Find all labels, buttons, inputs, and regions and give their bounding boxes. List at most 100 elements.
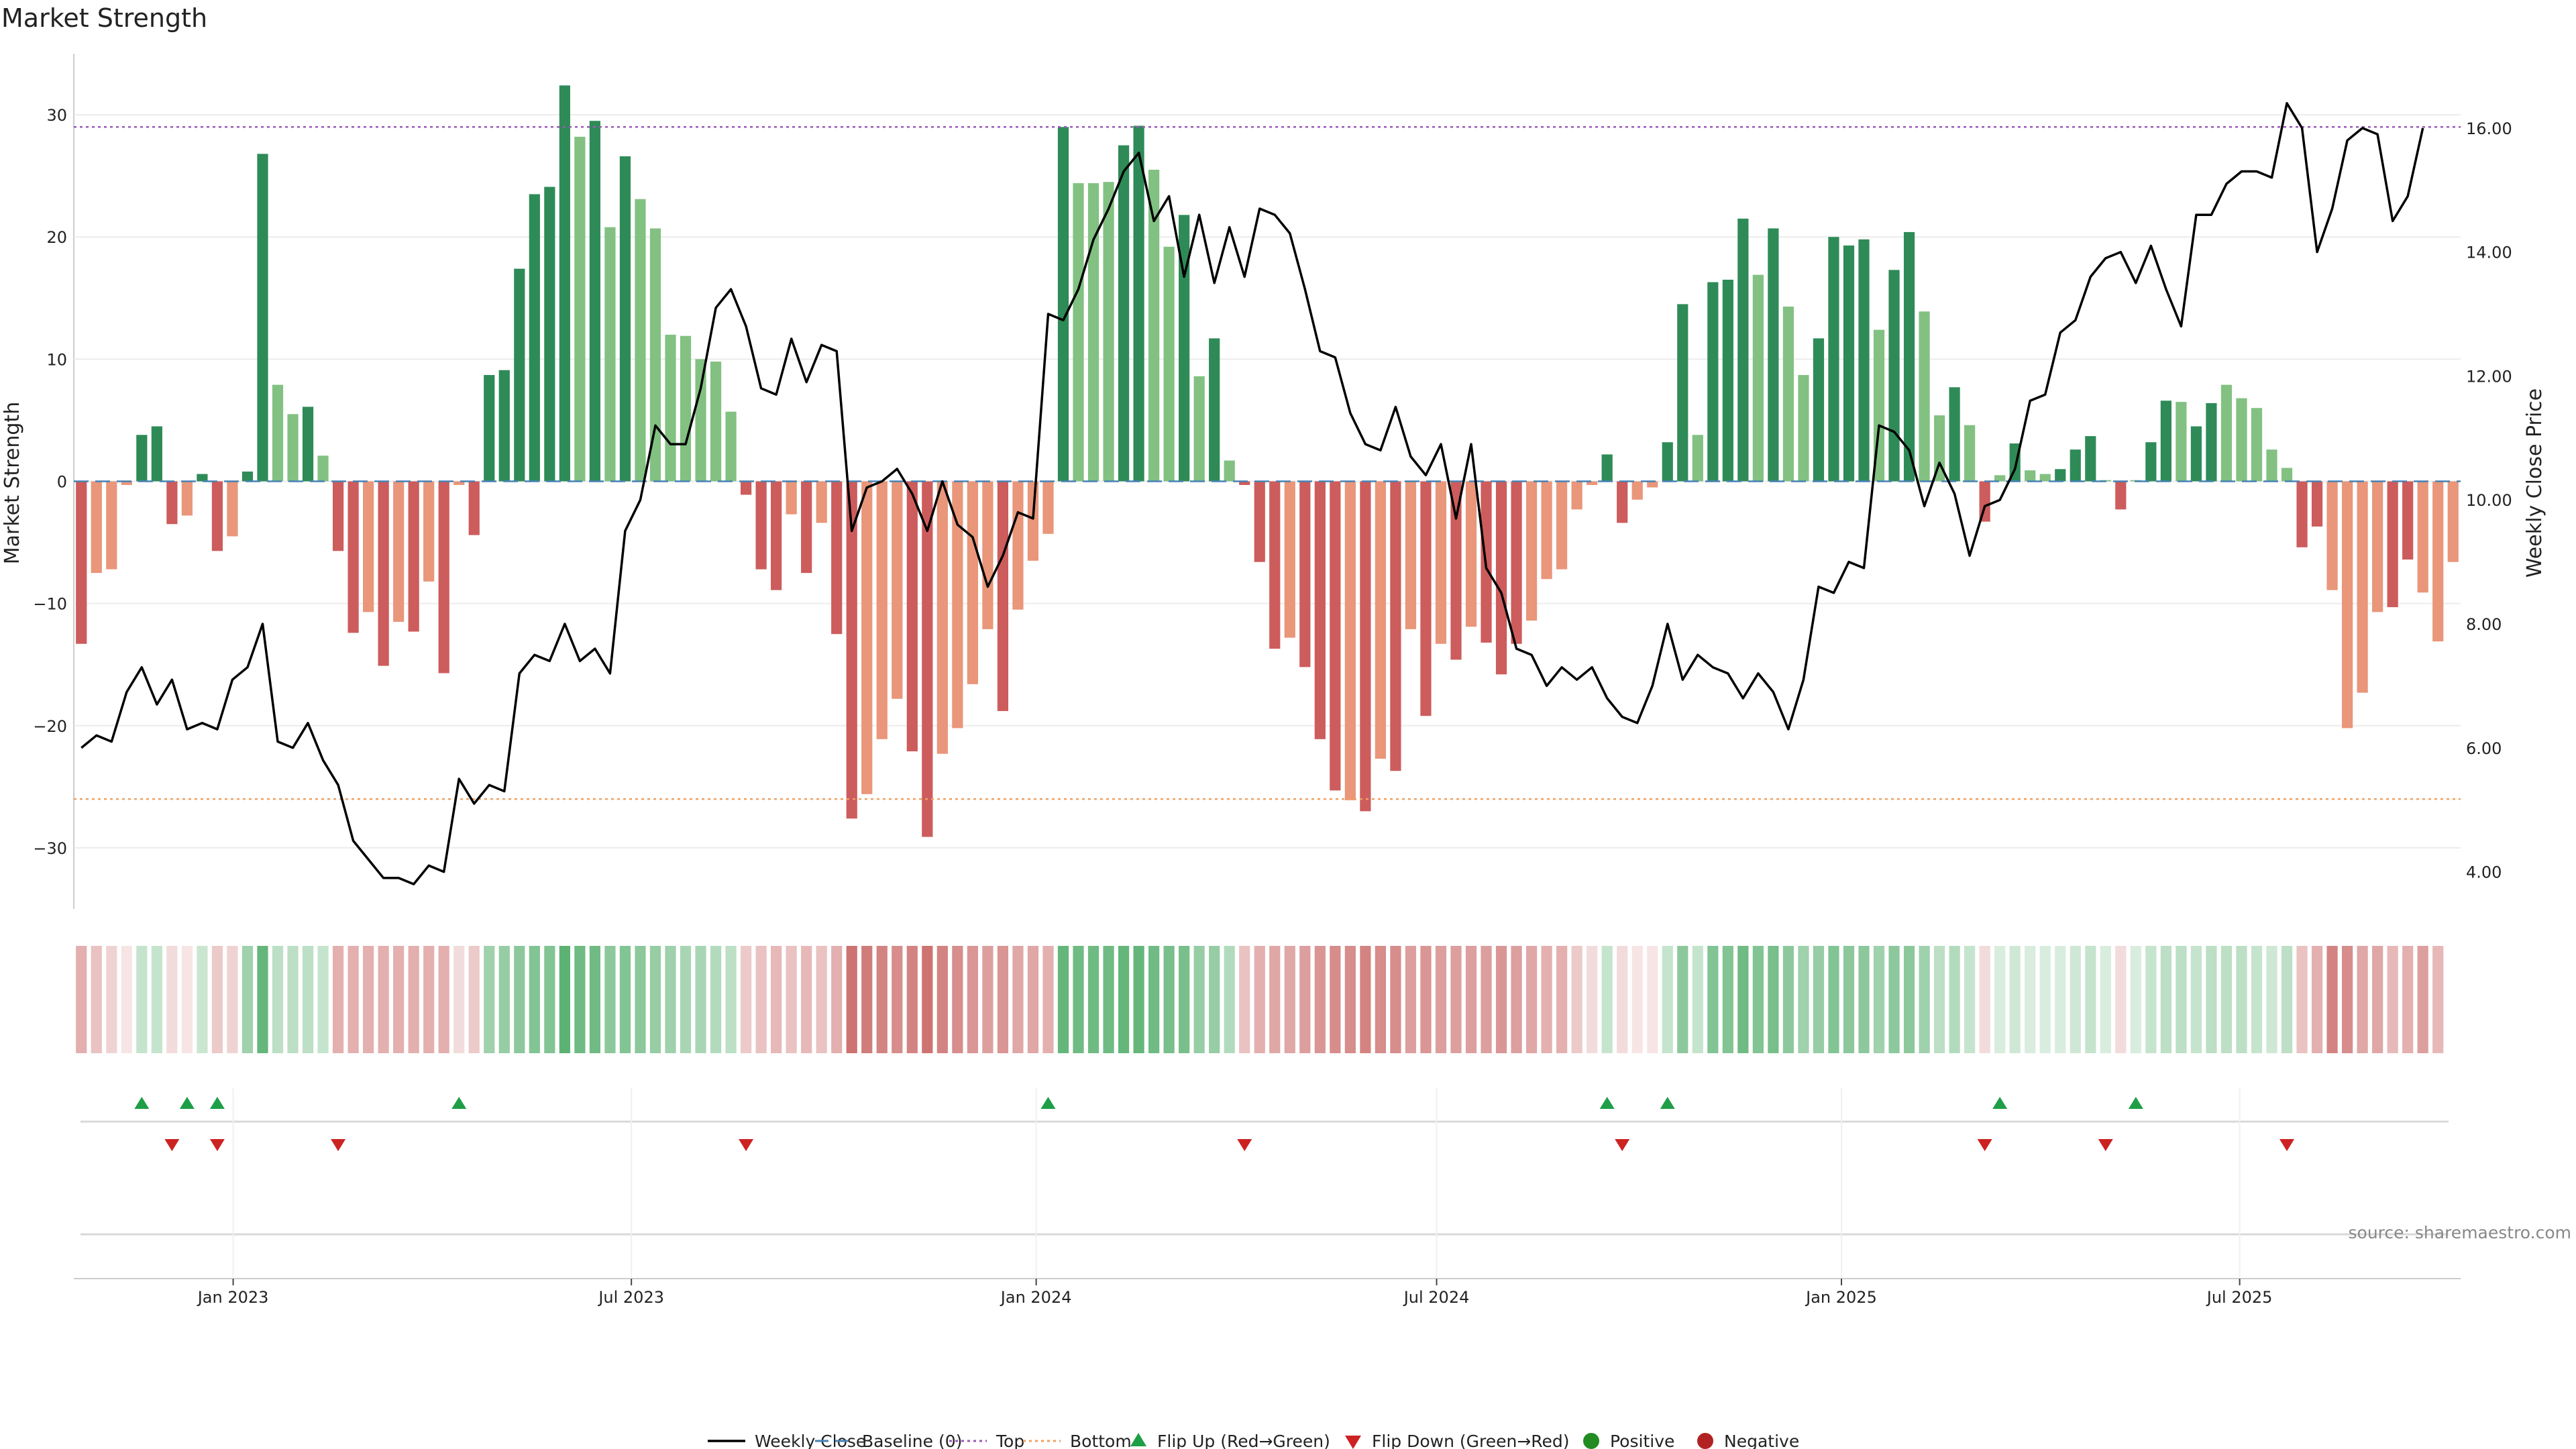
heat-cell — [2281, 946, 2293, 1053]
strength-bar — [317, 455, 329, 482]
strength-bar — [2326, 481, 2338, 590]
heat-cell — [1571, 946, 1582, 1053]
strength-bar — [1843, 245, 1855, 482]
heat-cell — [1587, 946, 1598, 1053]
strength-bar — [1420, 481, 1432, 716]
strength-bar — [2357, 481, 2368, 693]
strength-bar — [1254, 481, 1265, 562]
heat-cell — [2070, 946, 2081, 1053]
strength-bar — [2281, 468, 2293, 482]
heat-cell — [997, 946, 1009, 1053]
legend-label: Positive — [1610, 1432, 1674, 1449]
flip-up-marker — [179, 1097, 195, 1109]
heat-cell — [816, 946, 827, 1053]
strength-bar — [1224, 460, 1235, 482]
heat-cell — [1843, 946, 1855, 1053]
strength-bar — [1103, 182, 1114, 482]
heat-cell — [755, 946, 767, 1053]
strength-bar — [1239, 481, 1250, 485]
heat-cell — [771, 946, 782, 1053]
strength-bar — [604, 227, 616, 482]
legend-item-pos: Positive — [1583, 1432, 1674, 1449]
heat-cell — [1314, 946, 1326, 1053]
strength-bar — [2342, 481, 2353, 729]
strength-bar — [1631, 481, 1643, 500]
strength-bar — [2402, 481, 2414, 560]
strength-bar — [241, 471, 254, 482]
legend-item-baseline: Baseline (0) — [815, 1432, 962, 1449]
heat-cell — [1481, 946, 1492, 1053]
strength-bar — [2039, 474, 2051, 482]
strength-bar — [892, 481, 903, 699]
strength-bar — [136, 435, 148, 482]
strength-bar — [1314, 481, 1326, 739]
legend-label: Flip Up (Red→Green) — [1157, 1432, 1330, 1449]
heat-cell — [438, 946, 449, 1053]
strength-bar — [2115, 481, 2127, 510]
strength-bar — [1919, 311, 1930, 482]
strength-bar — [967, 481, 978, 684]
strength-bar — [1360, 481, 1371, 812]
heat-cell — [1692, 946, 1703, 1053]
strength-bar — [1465, 481, 1477, 627]
strength-bar — [1118, 145, 1130, 482]
strength-bar — [2055, 469, 2066, 482]
strength-bar — [1888, 270, 1900, 482]
strength-bar — [1798, 375, 1809, 482]
heat-cell — [1330, 946, 1341, 1053]
y2-tick-label: 12.00 — [2466, 367, 2512, 386]
heat-cell — [1903, 946, 1915, 1053]
flip-up-marker — [1599, 1097, 1615, 1109]
strength-bar — [302, 407, 314, 482]
heat-cell — [2326, 946, 2338, 1053]
heat-cell — [2100, 946, 2111, 1053]
y-axis-ticks: −30 −20 −10 0 10 20 30 — [33, 106, 67, 858]
heat-cell — [1057, 946, 1069, 1053]
strength-bar — [166, 481, 178, 525]
chart-title: Market Strength — [1, 3, 207, 33]
strength-bar — [876, 481, 888, 739]
strength-bar — [1737, 218, 1749, 482]
heat-cell — [91, 946, 102, 1053]
heat-cell — [2160, 946, 2171, 1053]
strength-bar — [1012, 481, 1024, 610]
strength-bar — [484, 375, 495, 482]
heat-cell — [1631, 946, 1643, 1053]
heat-cell — [1450, 946, 1462, 1053]
legend-label: Flip Down (Green→Red) — [1372, 1432, 1570, 1449]
y2-tick-label: 6.00 — [2466, 739, 2502, 758]
strength-bar — [2160, 400, 2171, 482]
heat-cell — [1073, 946, 1084, 1053]
legend-flip-down-swatch — [1345, 1436, 1361, 1449]
heat-cell — [922, 946, 933, 1053]
heat-cell — [1118, 946, 1130, 1053]
strength-bar — [1587, 481, 1598, 485]
heat-cell — [1949, 946, 1960, 1053]
heat-cell — [1344, 946, 1356, 1053]
y-tick-label: 0 — [57, 473, 67, 492]
heat-cell — [876, 946, 888, 1053]
strength-bar — [453, 481, 465, 485]
strength-bar — [635, 199, 646, 482]
strength-bar — [468, 481, 480, 535]
heat-cell — [1782, 946, 1794, 1053]
strength-bar — [121, 481, 132, 485]
heat-cell — [272, 946, 284, 1053]
x-tick-label: Jan 2023 — [197, 1288, 269, 1307]
strength-bar — [1179, 215, 1190, 482]
heat-cell — [2266, 946, 2277, 1053]
heat-cell — [2432, 946, 2444, 1053]
heat-cell — [2417, 946, 2428, 1053]
strength-bar — [363, 481, 374, 612]
strength-bar — [1390, 481, 1401, 771]
heat-cell — [1087, 946, 1099, 1053]
strength-bars — [76, 85, 2459, 837]
heat-cell — [2236, 946, 2247, 1053]
legend-item-flipup: Flip Up (Red→Green) — [1130, 1432, 1330, 1449]
strength-bar — [2176, 402, 2187, 482]
heat-cell — [1148, 946, 1160, 1053]
strength-bar — [1193, 376, 1205, 482]
strength-bar — [257, 154, 268, 482]
strength-bar — [347, 481, 359, 633]
strength-bar — [952, 481, 963, 729]
